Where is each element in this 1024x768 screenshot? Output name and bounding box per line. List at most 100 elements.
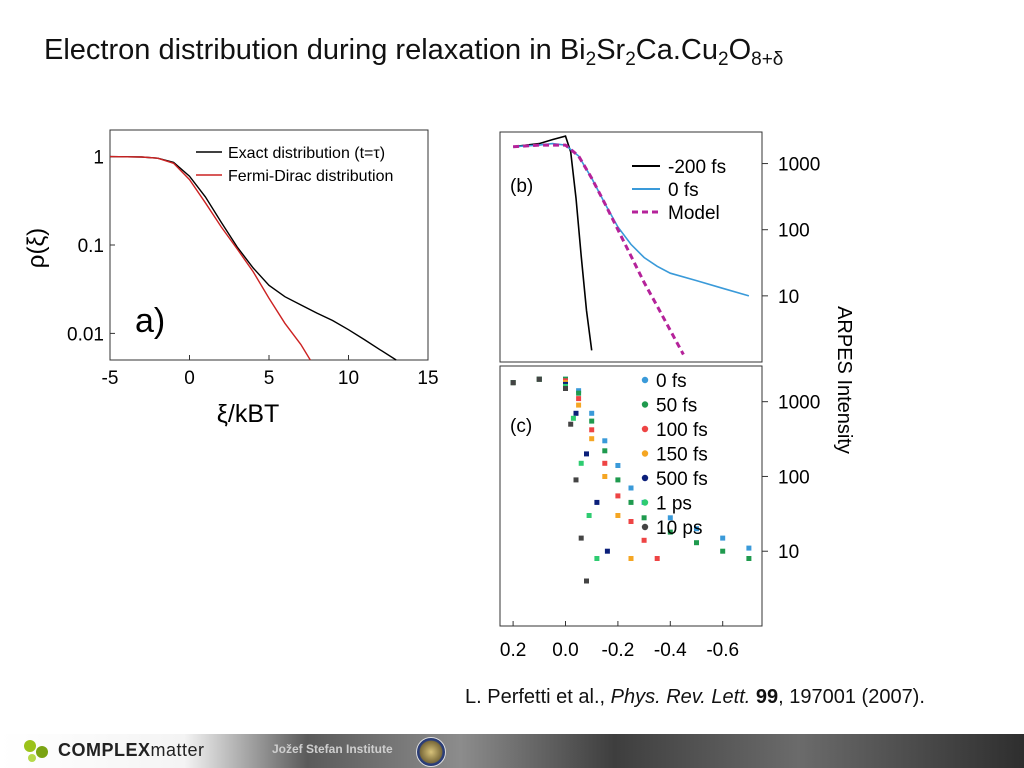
legend-marker-c: [641, 401, 649, 408]
data-point-c: [720, 535, 726, 541]
data-point-c: [604, 548, 610, 554]
y-axis-label-a: ρ(ξ): [23, 228, 50, 268]
data-point-c: [589, 436, 595, 442]
x-tick-label-a: 10: [338, 368, 359, 389]
y-tick-label-b: 100: [778, 221, 810, 242]
legend-label-c: 10 ps: [656, 518, 702, 539]
plot-frame-b: [499, 131, 763, 363]
legend-marker-c: [641, 425, 649, 433]
y-axis-label-c: ARPES Intensity: [833, 306, 855, 454]
data-point-c: [628, 556, 634, 561]
x-tick-label-a: -5: [102, 368, 119, 389]
data-point-c: [576, 402, 582, 408]
legend-label-c: 50 fs: [656, 396, 697, 417]
data-point-c: [576, 396, 582, 402]
data-point-c: [694, 526, 699, 532]
legend-marker-c: [641, 450, 649, 457]
citation: L. Perfetti et al., Phys. Rev. Lett. 99,…: [465, 686, 925, 708]
series-line-b: [513, 135, 593, 351]
data-point-c: [589, 427, 595, 433]
legend-marker-c: [641, 523, 649, 531]
data-point-c: [615, 477, 621, 483]
data-point-c: [654, 556, 660, 561]
data-point-c: [568, 421, 574, 427]
data-point-c: [641, 537, 647, 543]
institute-name: Jožef Stefan Institute: [272, 742, 393, 756]
x-tick-label-c: 0.0: [552, 640, 578, 661]
footer-bar: [0, 734, 1024, 768]
data-point-c: [615, 463, 621, 468]
legend-marker-c: [641, 376, 649, 384]
series-line-b: [513, 143, 685, 356]
data-point-c: [578, 460, 584, 466]
legend-label-c: 100 fs: [656, 420, 708, 441]
legend-label-b: Model: [668, 203, 720, 224]
x-tick-label-c: -0.2: [602, 640, 635, 661]
data-point-c: [578, 535, 584, 541]
x-axis-label-a: ξ/kBT: [217, 400, 280, 428]
series-line-a: [109, 155, 311, 361]
y-tick-label-b: 10: [778, 287, 799, 308]
data-point-c: [589, 410, 595, 416]
data-point-c: [746, 545, 752, 551]
panel-label-c: (c): [510, 416, 532, 437]
panel-label-a: a): [135, 302, 165, 340]
university-seal-icon: [416, 737, 446, 767]
x-tick-label-c: -0.6: [706, 640, 739, 661]
x-tick-label-a: 0: [184, 368, 195, 389]
data-point-c: [573, 410, 579, 416]
y-tick-label-a: 1: [93, 148, 104, 169]
data-point-c: [584, 451, 589, 457]
y-tick-label-a: 0.1: [78, 236, 104, 257]
data-point-c: [589, 418, 595, 424]
complexmatter-logo: COMPLEXmatter: [58, 740, 205, 760]
data-point-c: [602, 438, 608, 444]
legend-label-c: 1 ps: [656, 494, 692, 515]
data-point-c: [510, 380, 516, 386]
data-point-c: [720, 548, 726, 554]
legend-marker-c: [641, 499, 649, 506]
data-point-c: [536, 376, 542, 382]
data-point-c: [586, 513, 592, 518]
data-point-c: [746, 556, 752, 561]
legend-label-b: 0 fs: [668, 180, 699, 201]
data-point-c: [628, 485, 634, 491]
legend-label-c: 0 fs: [656, 371, 687, 392]
data-point-c: [570, 415, 576, 421]
data-point-c: [594, 556, 600, 561]
data-point-c: [602, 460, 608, 466]
data-point-c: [573, 477, 579, 483]
data-point-c: [667, 515, 673, 521]
data-point-c: [628, 499, 634, 505]
data-point-c: [576, 390, 582, 396]
x-tick-label-a: 15: [417, 368, 438, 389]
legend-label-a: Fermi-Dirac distribution: [228, 168, 393, 185]
legend-marker-c: [641, 474, 649, 482]
y-tick-label-a: 0.01: [67, 324, 104, 345]
data-point-c: [594, 499, 600, 505]
y-tick-label-c: 1000: [778, 393, 820, 414]
slide-title: Electron distribution during relaxation …: [44, 34, 784, 70]
data-point-c: [584, 578, 589, 584]
plot-frame-c: [499, 365, 763, 627]
series-line-a: [109, 155, 397, 361]
legend-label-c: 150 fs: [656, 445, 708, 466]
y-tick-label-c: 100: [778, 467, 810, 488]
panel-label-b: (b): [510, 176, 533, 197]
data-point-c: [641, 515, 647, 521]
data-point-c: [694, 540, 699, 546]
legend-label-c: 500 fs: [656, 469, 708, 490]
data-point-c: [602, 474, 608, 479]
y-tick-label-b: 1000: [778, 155, 820, 176]
complexmatter-logo-icon: [24, 740, 48, 762]
data-point-c: [563, 386, 568, 391]
x-tick-label-c: -0.4: [654, 640, 687, 661]
x-tick-label-a: 5: [264, 368, 275, 389]
legend-label-a: Exact distribution (t=τ): [228, 145, 385, 162]
data-point-c: [615, 493, 621, 499]
x-tick-label-c: 0.2: [500, 640, 526, 661]
legend-label-b: -200 fs: [668, 157, 726, 178]
y-tick-label-c: 10: [778, 542, 799, 563]
data-point-c: [615, 513, 621, 518]
